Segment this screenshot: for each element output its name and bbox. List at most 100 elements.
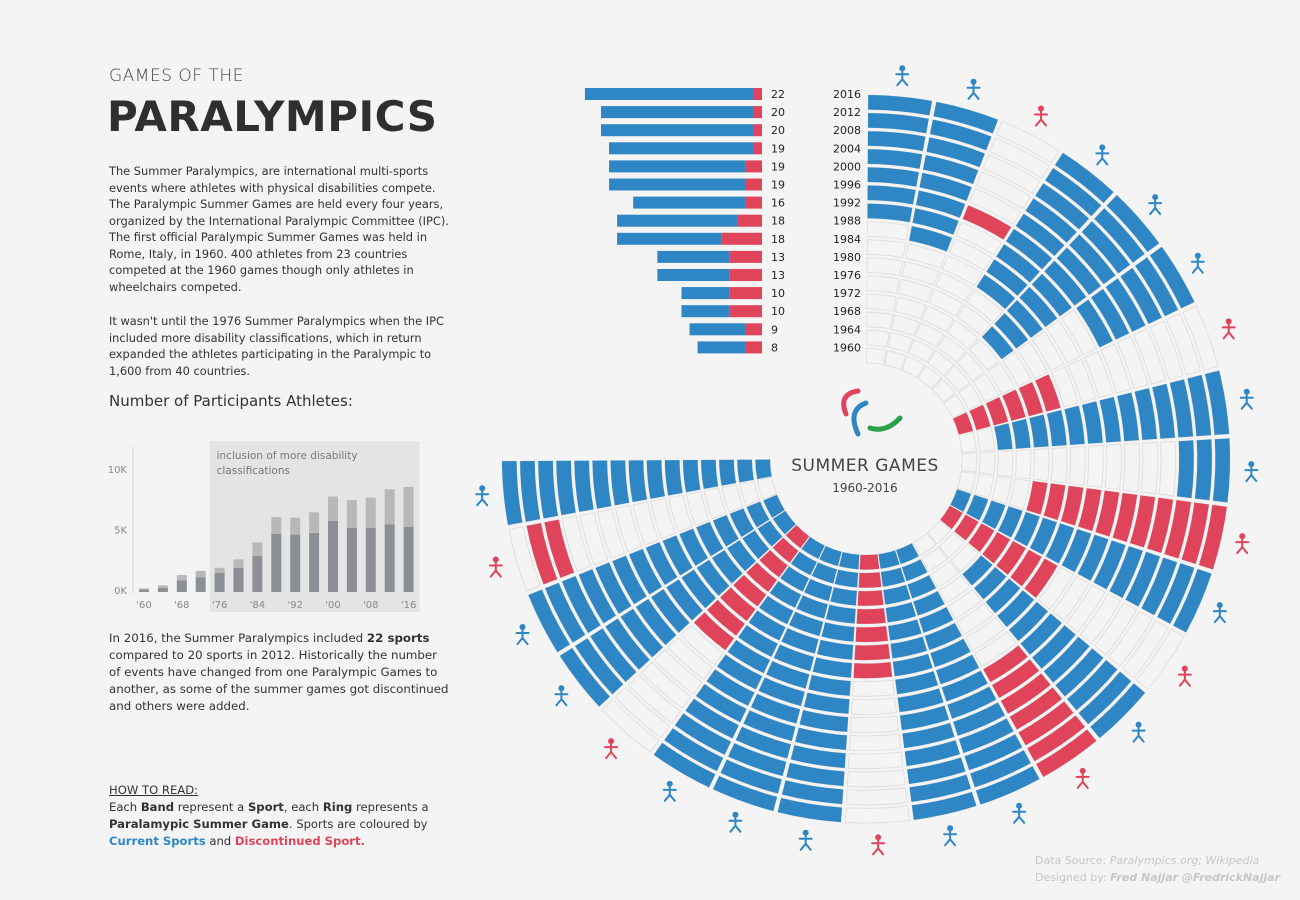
logo-green-agito — [867, 415, 903, 432]
ring-cell-outline — [966, 289, 1004, 323]
ring-cell-outline — [965, 616, 1006, 651]
ring-cell-outline — [1051, 575, 1090, 622]
sport-band-current — [758, 677, 805, 706]
ring-cell-outline — [1050, 447, 1068, 484]
sport-band-discontinued — [1164, 500, 1191, 559]
sport-count-bar-current — [601, 124, 754, 137]
participants-bar-women — [403, 486, 414, 527]
sport-band-current — [830, 587, 857, 606]
intro-paragraph-1: The Summer Paralympics, are internationa… — [109, 164, 449, 294]
sport-pictogram-icon — [1177, 665, 1192, 687]
sport-band-current — [868, 95, 933, 116]
x-tick-label: '68 — [174, 600, 189, 611]
ring-cell-outline — [908, 339, 935, 363]
participants-bar-men — [233, 567, 244, 592]
sport-band-current — [1117, 392, 1139, 442]
sport-band-current — [1169, 379, 1194, 438]
sport-pictogram-icon — [1148, 194, 1163, 216]
sport-count-bar-current — [609, 160, 746, 173]
sport-band-current — [923, 155, 979, 184]
sport-band-current — [538, 460, 558, 519]
sport-band-current — [1055, 152, 1114, 203]
sport-band-current — [867, 149, 923, 169]
x-tick-label: '92 — [287, 600, 302, 611]
sport-band-current — [976, 274, 1016, 310]
ring-cell-outline — [632, 501, 659, 546]
sport-band-current — [1008, 601, 1048, 641]
ring-cell-outline — [927, 350, 955, 376]
sport-pictogram-icon — [554, 685, 569, 707]
participants-bar-women — [214, 567, 225, 573]
sport-band-current — [720, 759, 782, 794]
sport-band-current — [950, 489, 971, 512]
sport-band-current — [970, 750, 1031, 788]
sport-band-current — [1025, 198, 1077, 243]
sport-count-label: 9 — [771, 323, 778, 336]
participants-bar-women — [233, 559, 244, 568]
sport-count-label: 8 — [771, 341, 778, 354]
sport-count-bar-current — [617, 232, 722, 245]
sport-count-bar-discontinued — [729, 305, 762, 318]
sport-band-current — [520, 461, 541, 522]
year-label: 1968 — [833, 305, 861, 318]
sport-band-discontinued — [859, 554, 880, 570]
sport-band-current — [926, 137, 985, 168]
ring-cell-outline — [941, 255, 983, 287]
sport-band-current — [1105, 278, 1146, 332]
sport-band-current — [947, 686, 997, 719]
sport-band-discontinued — [526, 523, 558, 585]
annotation-line-1: inclusion of more disability — [217, 450, 358, 462]
ring-cell-outline — [976, 427, 995, 452]
sport-band-current — [821, 622, 855, 642]
year-label: 1964 — [833, 323, 861, 336]
sport-band-discontinued — [785, 525, 810, 549]
year-label: 1972 — [833, 287, 861, 300]
sport-band-current — [1090, 683, 1146, 739]
sport-band-current — [974, 567, 1007, 600]
sport-band-current — [681, 569, 717, 609]
sport-pictogram-icon — [1212, 602, 1227, 624]
sport-band-current — [561, 576, 601, 633]
ring-cell-outline — [597, 508, 626, 559]
year-label: 2000 — [833, 160, 861, 173]
sport-band-current — [1069, 234, 1116, 285]
sport-band-current — [909, 226, 953, 252]
sport-band-current — [728, 743, 787, 776]
sport-band-current — [612, 555, 647, 605]
sport-band-current — [786, 762, 845, 787]
sport-band-current — [735, 726, 791, 759]
sport-band-discontinued — [1095, 490, 1120, 537]
x-tick-label: '00 — [325, 600, 340, 611]
sport-band-current — [867, 203, 913, 223]
sport-band-current — [727, 639, 770, 674]
ring-cell-outline — [1133, 328, 1166, 385]
sport-band-current — [1006, 300, 1043, 338]
ring-cell-outline — [1051, 366, 1079, 408]
sport-band-current — [635, 599, 677, 646]
participants-bar-women — [176, 575, 187, 581]
sport-count-bar-current — [617, 214, 738, 227]
ring-cell-outline — [894, 296, 927, 320]
sport-band-current — [982, 326, 1014, 360]
sport-band-current — [907, 575, 936, 599]
participants-bar-women — [346, 500, 357, 528]
sport-band-current — [892, 653, 933, 677]
ring-cell-outline — [866, 329, 890, 348]
ring-cell-outline — [1037, 566, 1074, 610]
legend-discontinued: Discontinued Sport — [234, 834, 361, 848]
sport-band-current — [1194, 439, 1212, 501]
sport-count-bar-discontinued — [745, 341, 762, 354]
sport-band-current — [528, 589, 570, 653]
ring-cell-outline — [1182, 305, 1219, 371]
ring-cell-outline — [989, 137, 1051, 179]
sport-band-current — [1082, 401, 1103, 444]
sport-band-discontinued — [996, 541, 1026, 575]
participants-bar-men — [290, 534, 301, 592]
sport-band-discontinued — [1060, 485, 1084, 526]
sport-band-discontinued — [985, 397, 1008, 426]
participants-bar-women — [384, 489, 395, 525]
sport-band-current — [1076, 299, 1113, 348]
sport-band-discontinued — [1198, 504, 1227, 570]
ring-cell-outline — [579, 512, 609, 566]
sport-band-current — [919, 607, 954, 633]
